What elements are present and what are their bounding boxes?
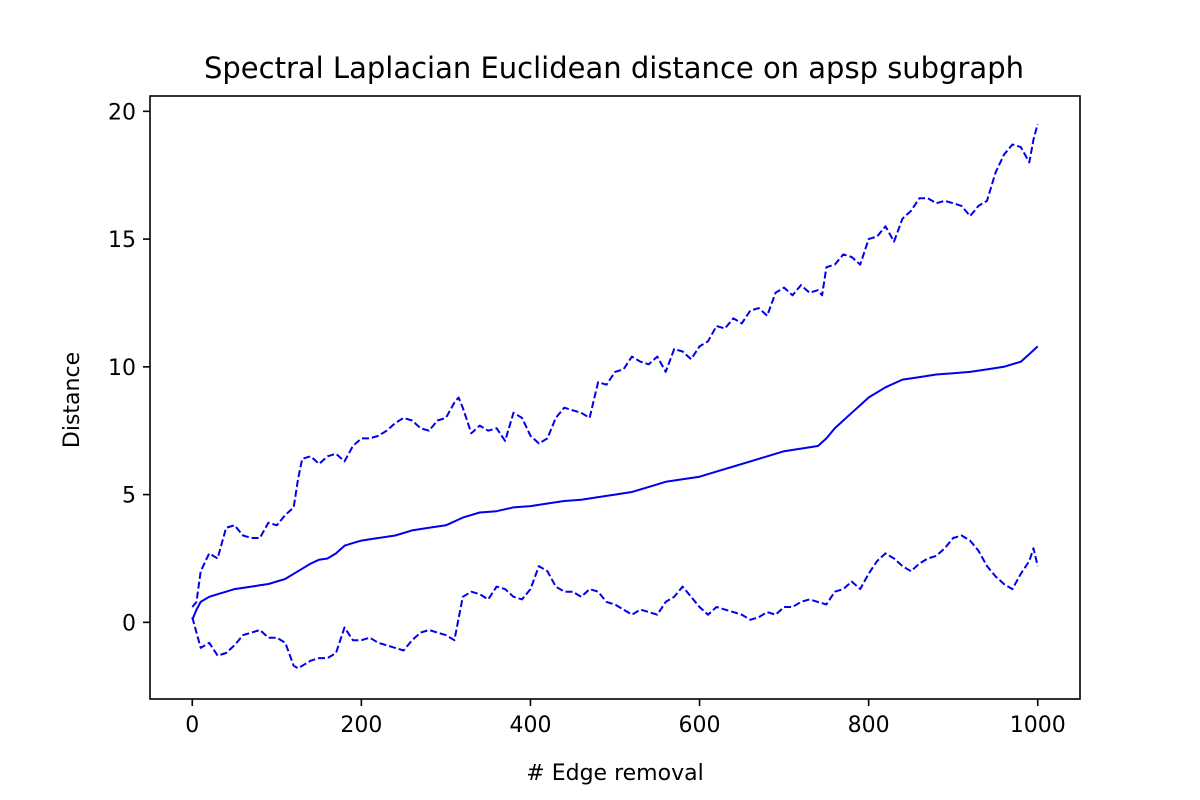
x-tick-label: 400: [509, 713, 551, 738]
x-axis: 0 200 400 600 800 1000: [185, 699, 1066, 738]
x-axis-label: # Edge removal: [526, 761, 703, 786]
x-tick-label: 800: [848, 713, 890, 738]
y-axis: 0 5 10 15 20: [108, 100, 150, 636]
plot-frame: [149, 95, 1081, 700]
x-tick-label: 600: [679, 713, 721, 738]
y-axis-label: Distance: [60, 352, 85, 448]
series-line-3: [191, 534, 1039, 670]
series-line-2: [191, 345, 1039, 621]
x-tick-label: 1000: [1010, 713, 1066, 738]
series-line-1: [191, 123, 1039, 608]
y-tick-label: 10: [108, 356, 136, 381]
y-tick-label: 20: [108, 100, 136, 125]
x-tick-label: 200: [340, 713, 382, 738]
chart-title: Spectral Laplacian Euclidean distance on…: [204, 51, 1024, 85]
y-tick-label: 5: [122, 484, 136, 509]
y-tick-label: 15: [108, 228, 136, 253]
x-tick-label: 0: [185, 713, 199, 738]
y-tick-label: 0: [122, 611, 136, 636]
series-layer: [191, 123, 1039, 670]
